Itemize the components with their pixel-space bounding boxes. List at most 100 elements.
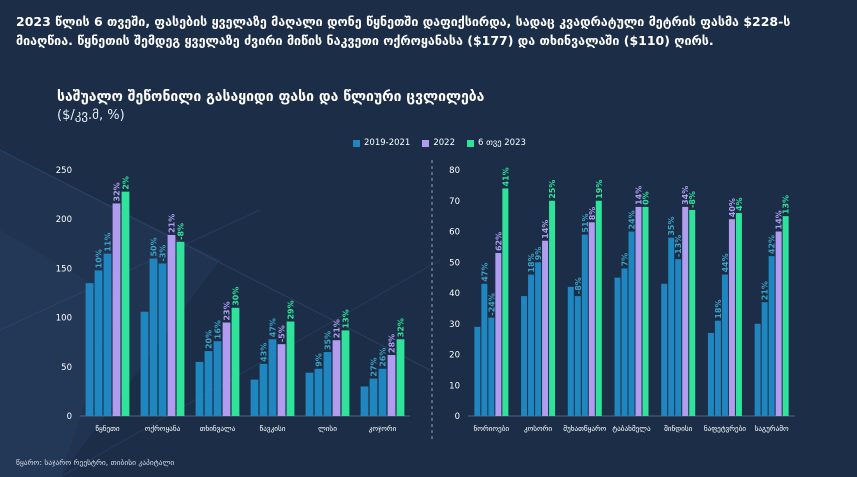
bar bbox=[369, 378, 378, 416]
bar bbox=[675, 259, 682, 416]
data-label: 23% bbox=[223, 301, 232, 320]
data-label: 32% bbox=[397, 318, 406, 337]
data-label: 21% bbox=[168, 214, 177, 233]
data-label: -13% bbox=[674, 235, 683, 257]
legend-label-2019: 2019-2021 bbox=[364, 138, 411, 148]
bar bbox=[707, 332, 714, 416]
bar bbox=[642, 206, 649, 416]
data-label: 14% bbox=[775, 210, 784, 229]
bar bbox=[112, 203, 121, 416]
x-tick-label: საგურამო bbox=[755, 424, 789, 433]
bar bbox=[782, 216, 789, 416]
bar bbox=[314, 368, 323, 416]
source-note: წყარო: საჯარო რეესტრი, თიბისი კაპიტალი bbox=[16, 458, 175, 467]
y-tick-label: 60 bbox=[449, 228, 460, 238]
bar bbox=[754, 323, 761, 416]
data-label: -3% bbox=[159, 245, 168, 262]
x-tick-label: წავკისი bbox=[260, 424, 286, 433]
bar bbox=[542, 240, 549, 416]
bar bbox=[222, 322, 231, 416]
legend-label-2023: 6 თვე 2023 bbox=[477, 138, 526, 148]
data-label: 44% bbox=[721, 253, 730, 272]
legend-swatch-2022 bbox=[422, 139, 430, 147]
bar bbox=[682, 206, 689, 416]
y-tick-label: 30 bbox=[449, 320, 460, 330]
bar bbox=[761, 302, 768, 416]
bar bbox=[158, 263, 167, 416]
data-label: 0% bbox=[642, 191, 651, 205]
bar bbox=[103, 253, 112, 416]
data-label: 16% bbox=[214, 320, 223, 339]
y-tick-label: 80 bbox=[449, 166, 460, 176]
data-label: 50% bbox=[150, 237, 159, 256]
data-label: 34% bbox=[681, 186, 690, 205]
data-label: 41% bbox=[501, 167, 510, 186]
data-label: 9% bbox=[534, 247, 543, 261]
data-label: 7% bbox=[621, 253, 630, 267]
data-label: -8% bbox=[688, 191, 697, 208]
bar bbox=[250, 379, 259, 416]
data-label: 35% bbox=[667, 216, 676, 235]
bar bbox=[735, 213, 742, 416]
y-tick-label: 150 bbox=[56, 264, 72, 274]
x-tick-label: ტაბახმელა bbox=[612, 424, 651, 433]
data-label: 18% bbox=[527, 253, 536, 272]
bar bbox=[396, 339, 405, 416]
bar bbox=[277, 344, 286, 416]
bar bbox=[121, 191, 130, 416]
bar bbox=[94, 270, 103, 416]
bar bbox=[689, 209, 696, 416]
bar bbox=[195, 361, 204, 416]
data-label: 14% bbox=[541, 220, 550, 239]
data-label: -5% bbox=[278, 325, 287, 342]
bar bbox=[714, 320, 721, 416]
data-label: 14% bbox=[635, 186, 644, 205]
data-label: 2% bbox=[122, 176, 131, 190]
data-label: 10% bbox=[95, 249, 104, 268]
data-label: 35% bbox=[324, 331, 333, 350]
y-tick-label: 70 bbox=[449, 197, 460, 207]
x-tick-label: კოჯორი bbox=[369, 424, 397, 433]
y-tick-label: 40 bbox=[449, 289, 460, 299]
data-label: 20% bbox=[205, 330, 214, 349]
chart-legend: 2019-2021 2022 6 თვე 2023 bbox=[353, 138, 526, 148]
bar bbox=[521, 296, 528, 416]
bar bbox=[204, 351, 213, 416]
y-tick-label: 200 bbox=[56, 215, 72, 225]
bar bbox=[85, 283, 94, 416]
data-label: 19% bbox=[595, 180, 604, 199]
data-label: 27% bbox=[370, 357, 379, 376]
bar bbox=[721, 274, 728, 416]
data-label: 30% bbox=[232, 287, 241, 306]
bar bbox=[567, 286, 574, 416]
data-label: 26% bbox=[379, 348, 388, 367]
bar bbox=[323, 352, 332, 416]
y-tick-label: 10 bbox=[449, 381, 460, 391]
data-label: 51% bbox=[581, 213, 590, 232]
legend-label-2022: 2022 bbox=[433, 138, 455, 148]
data-label: 8% bbox=[588, 207, 597, 221]
bar bbox=[176, 241, 185, 416]
y-tick-label: 20 bbox=[449, 351, 460, 361]
bar bbox=[502, 188, 509, 416]
bar bbox=[474, 326, 481, 416]
x-tick-label: შინდისი bbox=[664, 424, 693, 433]
legend-swatch-2019 bbox=[353, 139, 360, 147]
data-label: 4% bbox=[735, 197, 744, 211]
y-tick-label: 250 bbox=[56, 166, 72, 176]
y-tick-label: 0 bbox=[67, 412, 72, 422]
data-label: 62% bbox=[494, 232, 503, 251]
legend-item-2019: 2019-2021 bbox=[353, 138, 410, 148]
bar bbox=[167, 234, 176, 416]
data-label: 29% bbox=[287, 300, 296, 319]
data-label: 21% bbox=[333, 319, 342, 338]
data-label: 18% bbox=[714, 300, 723, 319]
y-tick-label: 100 bbox=[56, 314, 72, 324]
data-label: 43% bbox=[260, 343, 269, 362]
x-tick-label: ოქროყანა bbox=[145, 424, 181, 433]
data-label: 11% bbox=[104, 232, 113, 251]
bar bbox=[286, 321, 295, 416]
bar bbox=[259, 363, 268, 416]
bar bbox=[614, 277, 621, 416]
data-label: 40% bbox=[728, 198, 737, 217]
